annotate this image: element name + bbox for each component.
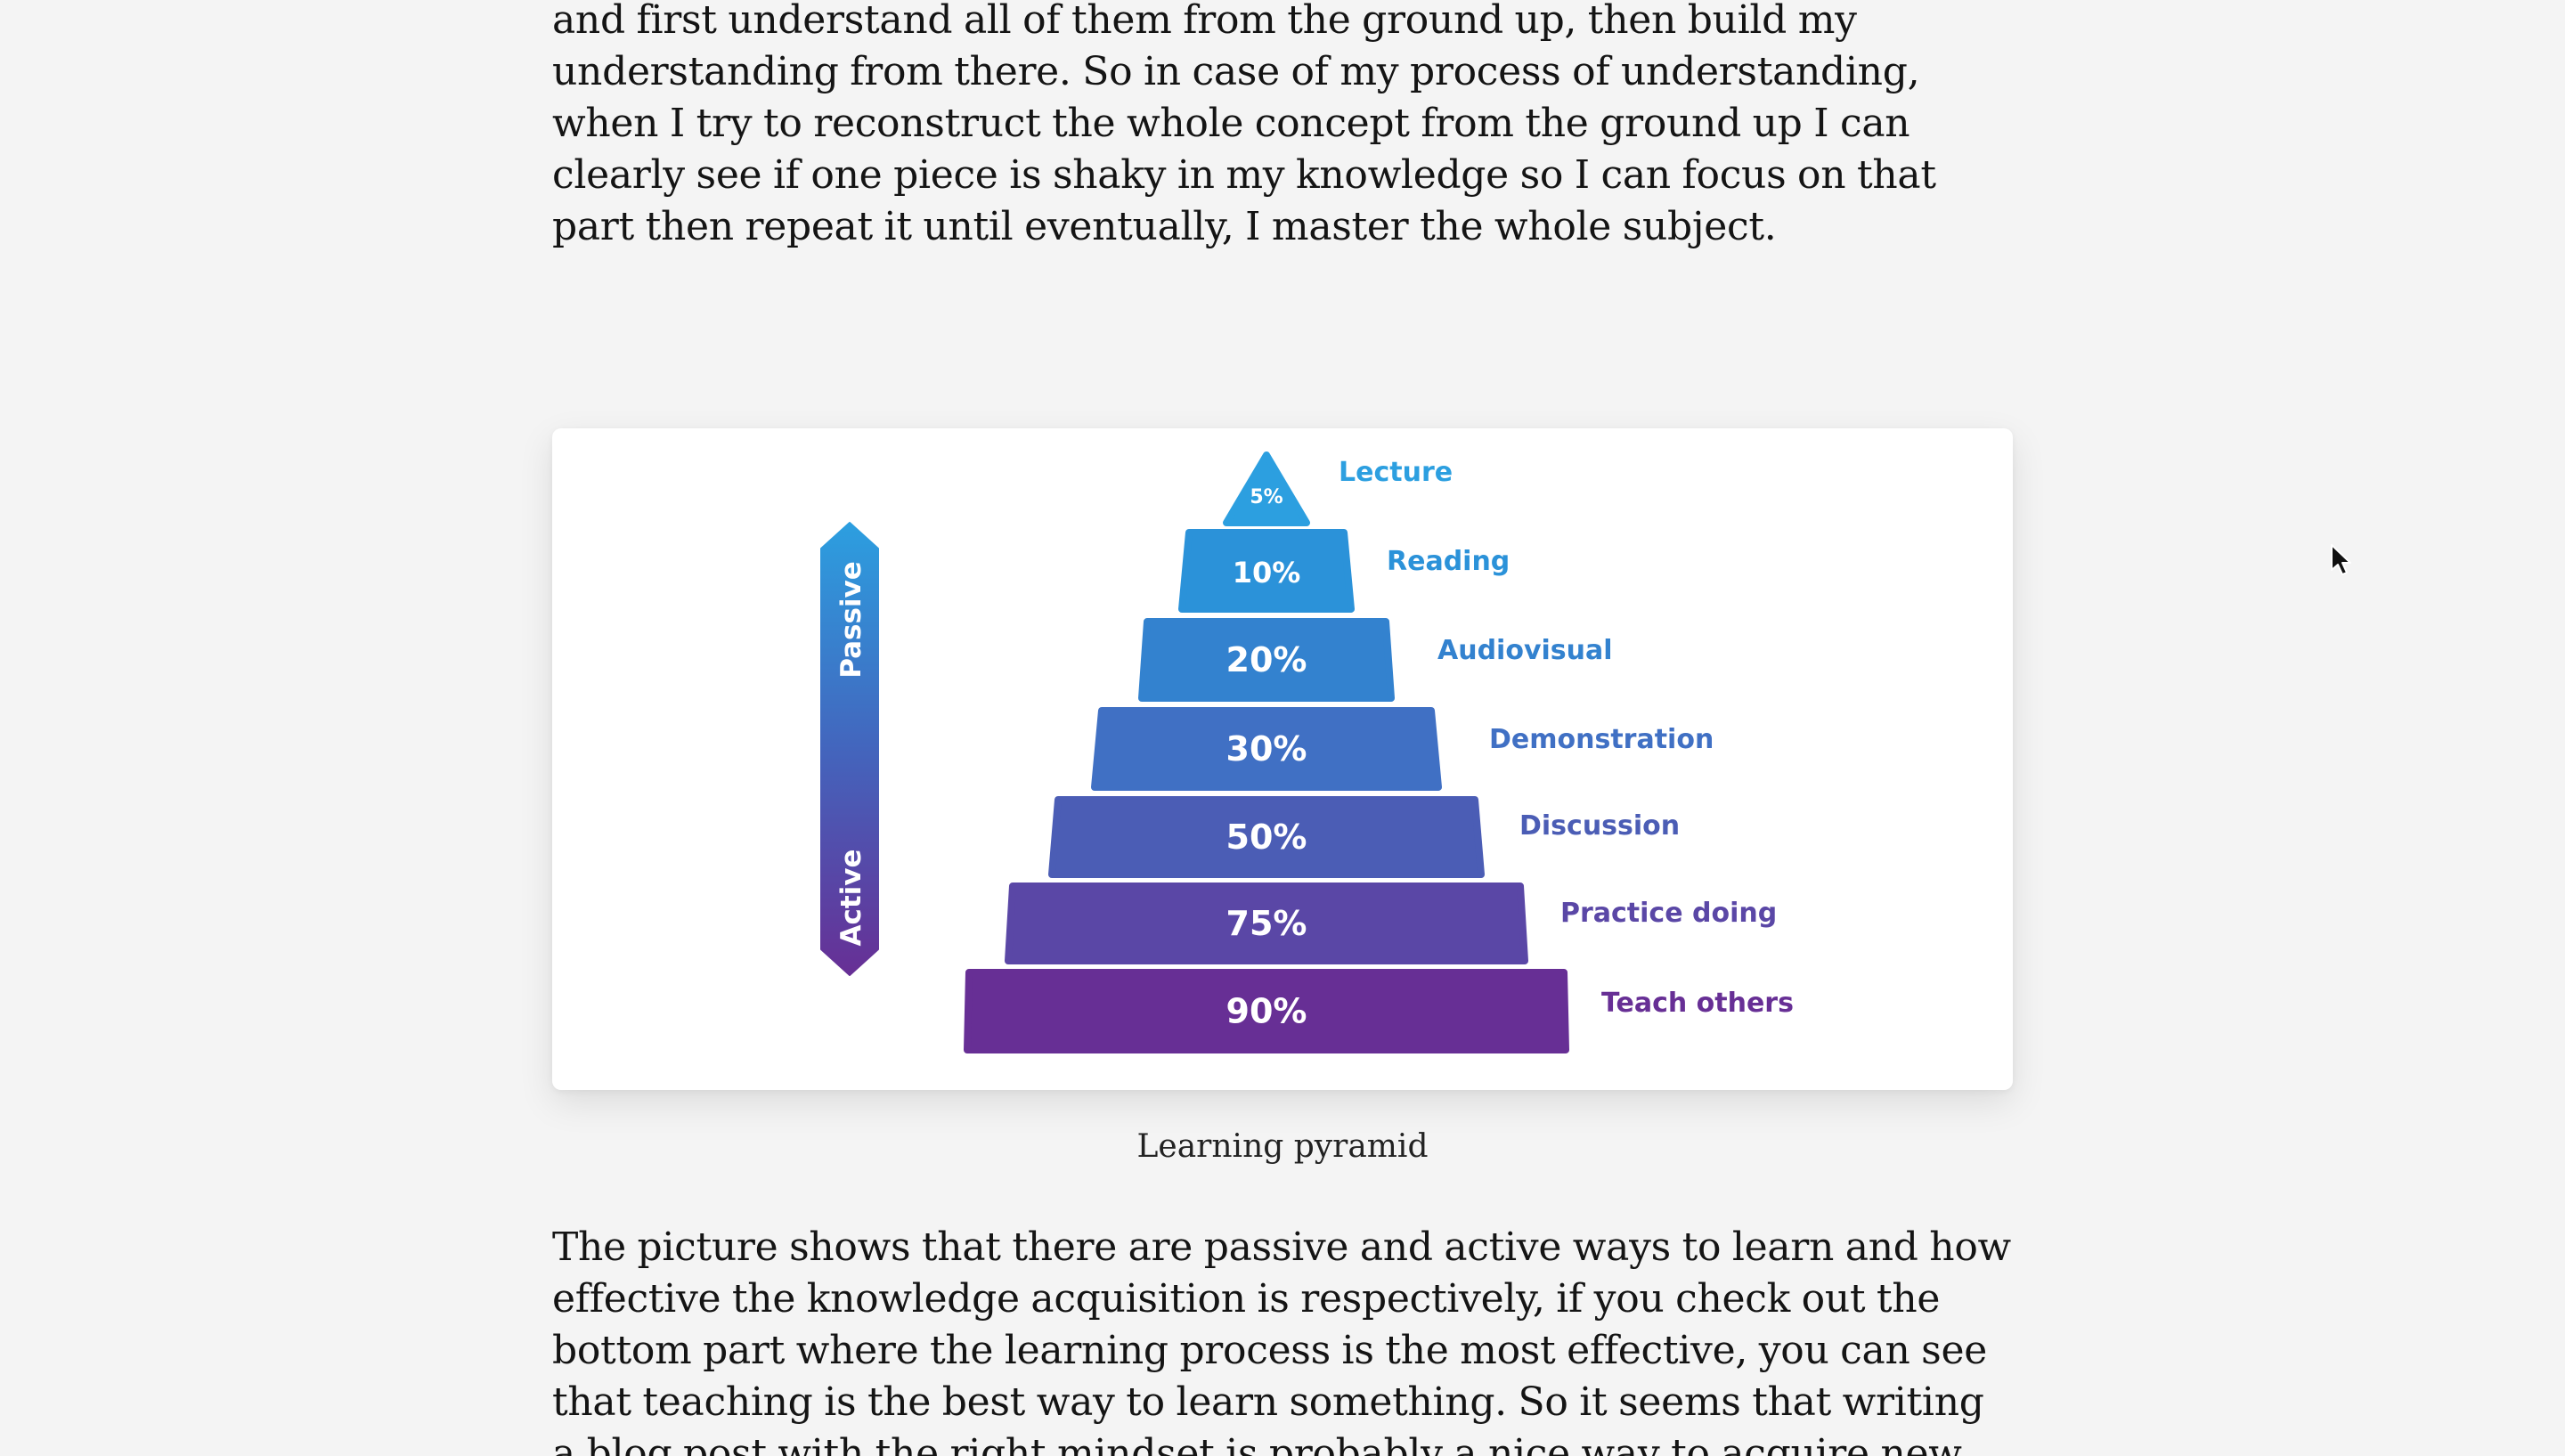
- pyramid-tier: 10% Reading: [1178, 529, 1510, 613]
- pyramid-tier-shape: [1223, 451, 1310, 526]
- pyramid-levels: 5% Lecture 10% Reading 20% Audiovisual 30% Demo…: [964, 451, 1794, 1053]
- pyramid-tier-label: Reading: [1387, 546, 1510, 577]
- pyramid-tier-shape: [1048, 796, 1485, 878]
- active-label: Active: [835, 849, 867, 946]
- pyramid-tier-percent: 75%: [1226, 904, 1307, 943]
- pyramid-tier-label: Demonstration: [1489, 724, 1714, 755]
- pyramid-tier-shape: [1178, 529, 1355, 613]
- pyramid-tier-shape: [1005, 883, 1528, 964]
- pyramid-tier: 75% Practice doing: [1005, 883, 1777, 964]
- mouse-cursor-icon: [2331, 544, 2351, 575]
- paragraph-top: and first understand all of them from th…: [552, 0, 1936, 249]
- pyramid-tier-percent: 10%: [1233, 556, 1301, 590]
- pyramid-tier: 5% Lecture: [1223, 451, 1453, 526]
- pyramid-tier-percent: 20%: [1226, 640, 1307, 679]
- pyramid-tier-shape: [1091, 707, 1442, 791]
- pyramid-tier-percent: 30%: [1226, 729, 1307, 769]
- pyramid-tier-label: Lecture: [1339, 457, 1453, 488]
- pyramid-tier: 20% Audiovisual: [1138, 618, 1613, 702]
- pyramid-tier-label: Discussion: [1519, 810, 1680, 842]
- pyramid-tier-label: Practice doing: [1560, 898, 1777, 929]
- pyramid-tier-shape: [964, 969, 1569, 1053]
- pyramid-tier-label: Teach others: [1601, 988, 1794, 1019]
- pyramid-tier: 30% Demonstration: [1091, 707, 1714, 791]
- pyramid-tier-percent: 5%: [1250, 486, 1282, 508]
- passive-active-arrow: Passive Active: [820, 522, 879, 976]
- pyramid-tier-label: Audiovisual: [1437, 635, 1613, 666]
- learning-pyramid-image: 5% Lecture 10% Reading 20% Audiovisual 30% Demo…: [820, 451, 1794, 1053]
- pyramid-tier: 50% Discussion: [1048, 796, 1680, 878]
- pyramid-tier: 90% Teach others: [964, 969, 1794, 1053]
- passive-label: Passive: [835, 561, 867, 679]
- pyramid-tier-percent: 50%: [1226, 817, 1307, 857]
- pyramid-tier-shape: [1138, 618, 1395, 702]
- learning-pyramid-figure: 5% Lecture 10% Reading 20% Audiovisual 30% Demo…: [552, 428, 2013, 1090]
- figure-caption: Learning pyramid: [1136, 1128, 1429, 1165]
- pyramid-tier-percent: 90%: [1226, 992, 1307, 1031]
- paragraph-bottom: The picture shows that there are passive…: [552, 1224, 2011, 1456]
